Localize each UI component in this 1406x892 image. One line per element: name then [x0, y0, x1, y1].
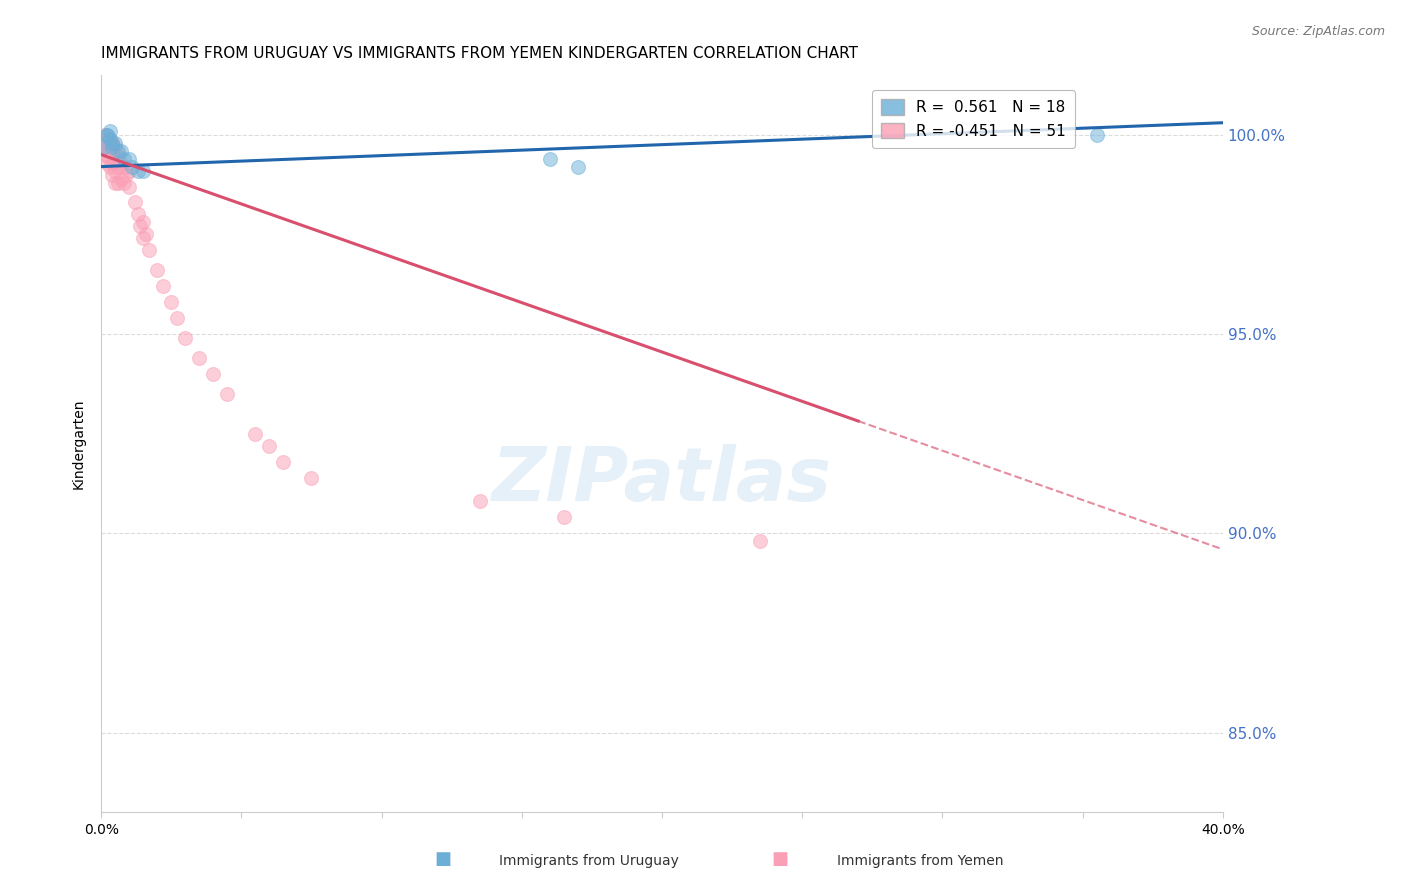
Point: [553, 510, 575, 524]
Point: [93, 128, 115, 142]
Point: [107, 144, 129, 158]
Point: [101, 155, 124, 169]
Point: [273, 454, 295, 468]
Point: [112, 160, 135, 174]
Point: [101, 136, 124, 150]
Point: [538, 152, 561, 166]
Legend: R =  0.561   N = 18, R = -0.451   N = 51: R = 0.561 N = 18, R = -0.451 N = 51: [872, 90, 1074, 148]
Point: [749, 534, 772, 549]
Point: [127, 207, 149, 221]
Point: [124, 195, 146, 210]
Point: [98, 160, 121, 174]
Point: [104, 139, 127, 153]
Point: [93, 147, 115, 161]
Point: [1085, 128, 1108, 142]
Point: [152, 279, 174, 293]
Point: [101, 168, 124, 182]
Text: ■: ■: [772, 850, 789, 868]
Point: [104, 163, 127, 178]
Point: [96, 147, 118, 161]
Point: [107, 176, 129, 190]
Point: [104, 176, 127, 190]
Point: [132, 163, 155, 178]
Point: [112, 176, 135, 190]
Point: [98, 131, 121, 145]
Text: ZIPatlas: ZIPatlas: [492, 444, 832, 517]
Point: [98, 144, 121, 158]
Point: [160, 295, 183, 310]
Point: [110, 171, 132, 186]
Point: [301, 470, 323, 484]
Point: [567, 160, 589, 174]
Point: [96, 128, 118, 142]
Text: IMMIGRANTS FROM URUGUAY VS IMMIGRANTS FROM YEMEN KINDERGARTEN CORRELATION CHART: IMMIGRANTS FROM URUGUAY VS IMMIGRANTS FR…: [101, 46, 858, 62]
Y-axis label: Kindergarten: Kindergarten: [72, 399, 86, 489]
Point: [174, 331, 197, 345]
Point: [166, 311, 188, 326]
Point: [93, 139, 115, 153]
Point: [107, 147, 129, 161]
Point: [468, 494, 491, 508]
Point: [118, 179, 141, 194]
Point: [146, 263, 169, 277]
Point: [118, 152, 141, 166]
Text: ■: ■: [434, 850, 451, 868]
Point: [217, 387, 239, 401]
Point: [101, 139, 124, 153]
Point: [96, 139, 118, 153]
Point: [101, 144, 124, 158]
Text: Immigrants from Uruguay: Immigrants from Uruguay: [499, 854, 679, 868]
Point: [245, 426, 267, 441]
Point: [101, 136, 124, 150]
Point: [96, 131, 118, 145]
Point: [132, 231, 155, 245]
Point: [93, 136, 115, 150]
Point: [112, 152, 135, 166]
Point: [135, 227, 157, 242]
Text: Source: ZipAtlas.com: Source: ZipAtlas.com: [1251, 25, 1385, 38]
Point: [96, 155, 118, 169]
Point: [132, 215, 155, 229]
Text: Immigrants from Yemen: Immigrants from Yemen: [837, 854, 1002, 868]
Point: [104, 136, 127, 150]
Point: [202, 367, 225, 381]
Point: [96, 128, 118, 142]
Point: [188, 351, 211, 365]
Point: [110, 155, 132, 169]
Point: [138, 244, 160, 258]
Point: [127, 163, 149, 178]
Point: [115, 168, 138, 182]
Point: [93, 139, 115, 153]
Point: [129, 219, 152, 234]
Point: [98, 136, 121, 150]
Point: [107, 160, 129, 174]
Point: [110, 144, 132, 158]
Point: [104, 152, 127, 166]
Point: [98, 124, 121, 138]
Point: [121, 160, 143, 174]
Point: [118, 163, 141, 178]
Point: [259, 439, 281, 453]
